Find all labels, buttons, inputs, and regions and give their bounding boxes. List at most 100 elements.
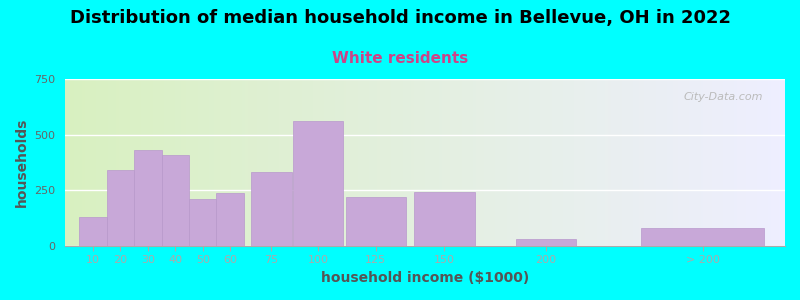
Bar: [183, 79, 186, 246]
Bar: [630, 79, 634, 246]
Text: City-Data.com: City-Data.com: [684, 92, 763, 102]
Bar: [706, 79, 709, 246]
Bar: [768, 79, 771, 246]
Bar: [122, 79, 125, 246]
Text: White residents: White residents: [332, 51, 468, 66]
Y-axis label: households: households: [15, 118, 29, 207]
Bar: [667, 79, 670, 246]
Bar: [170, 79, 172, 246]
Bar: [346, 197, 406, 246]
Bar: [456, 79, 459, 246]
Bar: [622, 79, 625, 246]
Bar: [251, 79, 254, 246]
Bar: [265, 79, 268, 246]
Bar: [71, 79, 74, 246]
Bar: [96, 79, 99, 246]
Bar: [294, 121, 343, 246]
Bar: [647, 79, 650, 246]
Bar: [422, 79, 426, 246]
Bar: [113, 79, 116, 246]
Bar: [119, 79, 122, 246]
Bar: [625, 79, 627, 246]
Bar: [431, 79, 434, 246]
Bar: [746, 79, 749, 246]
Bar: [136, 79, 138, 246]
Bar: [94, 79, 96, 246]
Bar: [712, 79, 714, 246]
Bar: [338, 79, 341, 246]
Bar: [389, 79, 391, 246]
Bar: [558, 79, 560, 246]
Bar: [760, 79, 762, 246]
Bar: [229, 79, 231, 246]
Bar: [757, 79, 760, 246]
Bar: [237, 79, 240, 246]
X-axis label: household income ($1000): household income ($1000): [321, 271, 530, 285]
Bar: [161, 79, 164, 246]
Bar: [397, 79, 400, 246]
Bar: [673, 79, 675, 246]
Bar: [709, 79, 712, 246]
Bar: [355, 79, 358, 246]
Bar: [580, 79, 582, 246]
Bar: [634, 79, 636, 246]
Bar: [198, 79, 200, 246]
Bar: [478, 79, 482, 246]
Bar: [743, 79, 746, 246]
Bar: [563, 79, 566, 246]
Bar: [639, 79, 642, 246]
Bar: [538, 79, 541, 246]
Bar: [586, 79, 588, 246]
Bar: [627, 79, 630, 246]
Bar: [740, 79, 743, 246]
Bar: [250, 172, 292, 246]
Bar: [380, 79, 383, 246]
Bar: [523, 79, 526, 246]
Bar: [414, 192, 474, 246]
Bar: [510, 79, 512, 246]
Bar: [777, 79, 779, 246]
Bar: [79, 217, 106, 246]
Bar: [88, 79, 90, 246]
Bar: [720, 79, 723, 246]
Bar: [335, 79, 338, 246]
Bar: [588, 79, 591, 246]
Bar: [194, 79, 198, 246]
Bar: [442, 79, 445, 246]
Bar: [285, 79, 287, 246]
Bar: [731, 79, 734, 246]
Bar: [206, 79, 209, 246]
Bar: [515, 79, 518, 246]
Bar: [684, 79, 686, 246]
Bar: [296, 79, 298, 246]
Bar: [448, 79, 450, 246]
Bar: [482, 79, 484, 246]
Bar: [504, 79, 506, 246]
Bar: [125, 79, 127, 246]
Bar: [327, 79, 330, 246]
Bar: [636, 79, 639, 246]
Bar: [402, 79, 406, 246]
Bar: [642, 79, 645, 246]
Bar: [333, 79, 335, 246]
Bar: [99, 79, 102, 246]
Bar: [645, 79, 647, 246]
Bar: [310, 79, 313, 246]
Bar: [658, 79, 662, 246]
Bar: [274, 79, 276, 246]
Bar: [411, 79, 414, 246]
Bar: [729, 79, 731, 246]
Bar: [487, 79, 490, 246]
Bar: [147, 79, 150, 246]
Bar: [714, 79, 718, 246]
Bar: [459, 79, 462, 246]
Bar: [242, 79, 246, 246]
Bar: [610, 79, 614, 246]
Bar: [211, 79, 214, 246]
Bar: [597, 79, 599, 246]
Bar: [344, 79, 346, 246]
Bar: [543, 79, 546, 246]
Bar: [437, 79, 439, 246]
Bar: [130, 79, 133, 246]
Bar: [369, 79, 372, 246]
